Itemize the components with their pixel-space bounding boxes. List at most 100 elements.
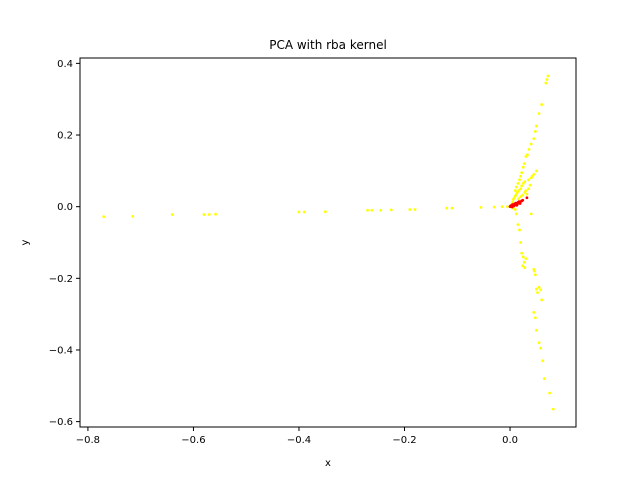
data-point-s0-62 [528, 183, 532, 187]
data-point-s0-59 [519, 195, 522, 199]
data-point-s0-19 [500, 205, 504, 209]
data-point-s0-95 [529, 212, 533, 216]
x-tick-label: −0.2 [392, 435, 416, 446]
data-point-s0-34 [521, 165, 525, 169]
data-point-s0-21 [546, 74, 550, 78]
data-point-s0-6 [297, 210, 301, 214]
data-point-s0-40 [527, 178, 530, 182]
data-point-s0-0 [102, 215, 106, 219]
data-point-s0-55 [511, 198, 515, 201]
data-point-s0-89 [541, 359, 545, 363]
data-point-s0-75 [523, 266, 527, 269]
data-point-s0-23 [544, 81, 548, 85]
data-point-s0-74 [521, 264, 525, 268]
y-tick-label: −0.6 [49, 417, 73, 428]
data-point-s0-3 [202, 213, 206, 216]
data-point-s0-37 [532, 173, 536, 176]
data-point-s0-47 [521, 181, 525, 185]
data-point-s0-25 [537, 112, 541, 115]
data-point-s0-86 [535, 328, 538, 332]
data-point-s0-57 [523, 190, 527, 194]
data-point-s0-4 [207, 213, 211, 216]
data-point-s0-31 [526, 153, 529, 157]
x-axis-label: x [325, 458, 331, 469]
data-point-s0-80 [536, 291, 539, 295]
data-point-s0-81 [537, 285, 541, 289]
y-tick-label: 0.2 [57, 131, 73, 142]
data-point-s0-20 [506, 205, 509, 209]
data-point-s1-24 [510, 205, 514, 209]
data-point-s0-26 [535, 124, 538, 128]
x-tick-label: −0.6 [181, 435, 205, 446]
data-point-s0-35 [520, 171, 524, 175]
y-tick-label: −0.4 [49, 345, 73, 356]
data-point-s0-2 [170, 213, 174, 216]
data-point-s0-9 [366, 208, 369, 212]
data-point-s0-15 [445, 206, 449, 210]
data-point-s0-44 [514, 185, 518, 189]
data-point-s0-8 [323, 210, 327, 214]
x-tick-label: −0.8 [76, 435, 100, 446]
data-point-s0-58 [521, 193, 525, 197]
plot-frame [79, 57, 577, 428]
y-tick-label: −0.2 [49, 274, 73, 285]
data-point-s0-61 [527, 187, 530, 191]
data-point-s0-73 [524, 257, 528, 261]
data-point-s0-82 [539, 288, 543, 292]
data-point-s1-16 [514, 201, 518, 205]
data-point-s0-68 [518, 228, 521, 232]
data-point-s0-60 [517, 197, 520, 201]
y-axis-label: y [20, 239, 31, 245]
data-point-s0-30 [527, 147, 531, 151]
data-point-s0-63 [525, 192, 529, 196]
data-point-s0-79 [535, 287, 538, 291]
data-point-s0-41 [519, 174, 522, 178]
data-point-s0-91 [548, 391, 552, 395]
data-point-s0-49 [519, 187, 522, 191]
data-point-s1-23 [518, 202, 522, 205]
data-point-s0-69 [519, 241, 522, 244]
data-point-s0-77 [532, 269, 536, 273]
data-point-s0-5 [214, 212, 218, 216]
data-point-s0-78 [533, 273, 537, 277]
x-tick-label: 0.0 [502, 435, 518, 446]
y-tick-label: 0.0 [57, 202, 73, 213]
data-point-s0-33 [522, 162, 526, 166]
data-point-s0-43 [516, 181, 520, 185]
data-point-s0-16 [450, 206, 454, 210]
data-point-s1-12 [521, 198, 525, 202]
data-point-s0-32 [524, 155, 528, 158]
y-tick-label: 0.4 [57, 59, 73, 70]
data-point-s0-22 [545, 78, 549, 81]
data-point-s0-71 [521, 255, 525, 259]
data-point-s0-67 [516, 223, 520, 226]
data-point-s0-24 [540, 103, 544, 106]
data-point-s1-18 [515, 203, 519, 207]
data-point-s0-1 [131, 214, 135, 218]
data-point-s0-12 [389, 208, 393, 212]
ticks-layer: −0.8 −0.6 −0.4 −0.2 0.0−0.6−0.4−0.20.00.20.4 [49, 59, 518, 446]
data-point-s0-90 [542, 377, 546, 381]
data-point-s0-11 [379, 208, 383, 212]
data-point-s0-29 [529, 142, 533, 146]
data-point-s0-48 [520, 184, 524, 188]
data-point-s0-17 [479, 205, 483, 209]
data-point-s0-27 [533, 130, 537, 133]
data-point-s0-18 [492, 205, 496, 209]
data-point-s0-36 [535, 169, 538, 173]
data-point-s0-7 [302, 210, 306, 214]
data-point-s0-83 [540, 298, 544, 302]
data-point-s0-28 [532, 137, 536, 141]
data-point-s0-42 [518, 178, 521, 182]
data-point-s0-13 [408, 208, 412, 211]
data-point-s0-39 [529, 176, 533, 180]
chart-title: PCA with rba kernel [269, 38, 387, 52]
data-point-s0-85 [533, 316, 537, 320]
data-point-s0-87 [537, 341, 541, 345]
data-point-s0-93 [513, 208, 517, 211]
data-point-s0-14 [413, 208, 417, 211]
data-point-s0-46 [523, 180, 527, 184]
x-tick-label: −0.4 [287, 435, 311, 446]
